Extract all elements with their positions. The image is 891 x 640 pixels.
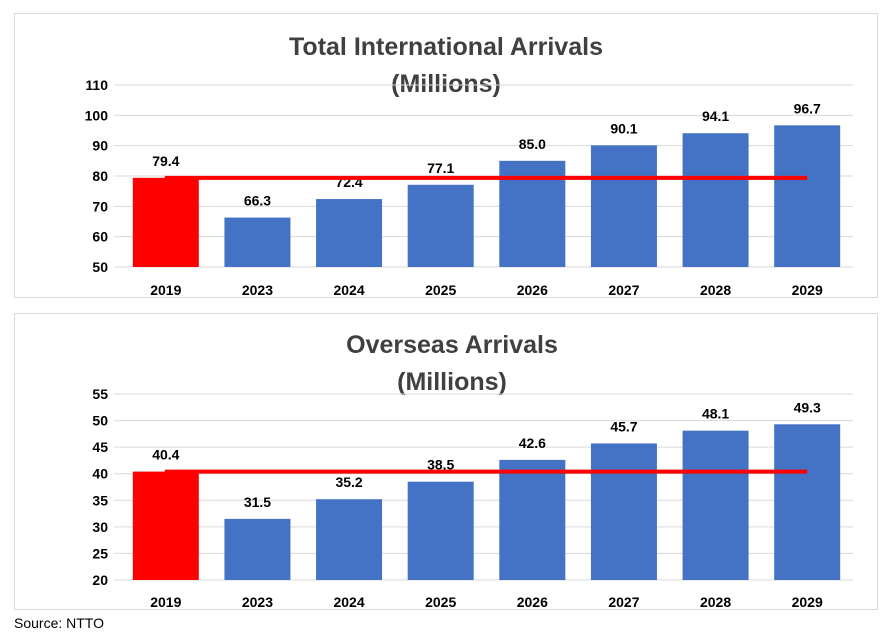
x-tick-label: 2027	[608, 594, 639, 609]
data-label: 85.0	[519, 136, 546, 152]
x-tick-label: 2028	[700, 594, 731, 609]
bar-2019	[132, 177, 199, 267]
bar-2027	[590, 145, 657, 267]
y-tick-label: 45	[92, 439, 108, 455]
bar-2024	[316, 499, 383, 580]
data-label: 96.7	[794, 100, 821, 116]
chart-subtitle: (Millions)	[391, 70, 501, 98]
x-tick-label: 2019	[150, 282, 181, 297]
y-tick-label: 90	[92, 138, 108, 154]
bar-2029	[774, 125, 841, 268]
data-label: 38.5	[427, 457, 454, 473]
data-label: 31.5	[244, 494, 271, 510]
data-label: 79.4	[152, 153, 179, 169]
source-note: Source: NTTO	[14, 615, 104, 631]
bar-2028	[682, 430, 749, 580]
x-tick-label: 2029	[792, 282, 823, 297]
chart-title: Total International Arrivals	[289, 33, 603, 61]
y-tick-label: 55	[92, 386, 108, 402]
x-tick-label: 2028	[700, 282, 731, 297]
data-label: 48.1	[702, 406, 729, 422]
data-label: 35.2	[335, 474, 362, 490]
y-tick-label: 80	[92, 168, 108, 184]
total-arrivals-chart: Total International Arrivals (Millions) …	[85, 33, 853, 297]
bar-2025	[407, 481, 474, 580]
x-tick-label: 2025	[425, 282, 456, 297]
y-tick-label: 50	[92, 259, 108, 275]
data-label: 90.1	[610, 120, 637, 136]
x-tick-label: 2029	[792, 594, 823, 609]
bar-2028	[682, 133, 749, 267]
bar-2025	[407, 184, 474, 267]
x-tick-label: 2024	[333, 594, 364, 609]
overseas-arrivals-chart: Overseas Arrivals (Millions) 20253035404…	[92, 331, 853, 609]
x-tick-label: 2025	[425, 594, 456, 609]
x-tick-label: 2019	[150, 594, 181, 609]
x-tick-label: 2023	[242, 594, 273, 609]
x-tick-label: 2024	[333, 282, 364, 297]
y-tick-label: 20	[92, 572, 108, 588]
y-tick-label: 60	[92, 229, 108, 245]
overseas-arrivals-chart-panel: Overseas Arrivals (Millions) 20 25 30 35 40 4…	[14, 313, 878, 610]
x-tick-label: 2023	[242, 282, 273, 297]
y-tick-label: 25	[92, 545, 108, 561]
bar-2027	[590, 443, 657, 580]
x-tick-label: 2026	[517, 282, 548, 297]
bar-2019	[132, 471, 199, 580]
data-label: 66.3	[244, 193, 271, 209]
bar-2026	[499, 459, 566, 580]
y-tick-label: 110	[85, 77, 108, 93]
y-tick-label: 35	[92, 492, 108, 508]
total-arrivals-chart-panel: Total International Arrivals (Millions) …	[14, 13, 878, 298]
data-label: 94.1	[702, 108, 729, 124]
y-tick-label: 50	[92, 413, 108, 429]
x-tick-label: 2026	[517, 594, 548, 609]
x-tick-label: 2027	[608, 282, 639, 297]
data-label: 45.7	[610, 418, 637, 434]
y-tick-label: 40	[92, 466, 108, 482]
bar-2024	[316, 199, 383, 267]
data-label: 49.3	[794, 399, 821, 415]
chart-title: Overseas Arrivals	[346, 331, 558, 359]
data-label: 77.1	[427, 160, 454, 176]
y-tick-label: 70	[92, 198, 108, 214]
chart-subtitle: (Millions)	[397, 368, 507, 396]
data-label: 40.4	[152, 447, 179, 463]
y-tick-label: 30	[92, 519, 108, 535]
data-label: 42.6	[519, 435, 546, 451]
bar-2029	[774, 424, 841, 580]
y-tick-label: 100	[85, 107, 109, 123]
bar-2023	[224, 217, 291, 267]
bar-2023	[224, 518, 291, 580]
